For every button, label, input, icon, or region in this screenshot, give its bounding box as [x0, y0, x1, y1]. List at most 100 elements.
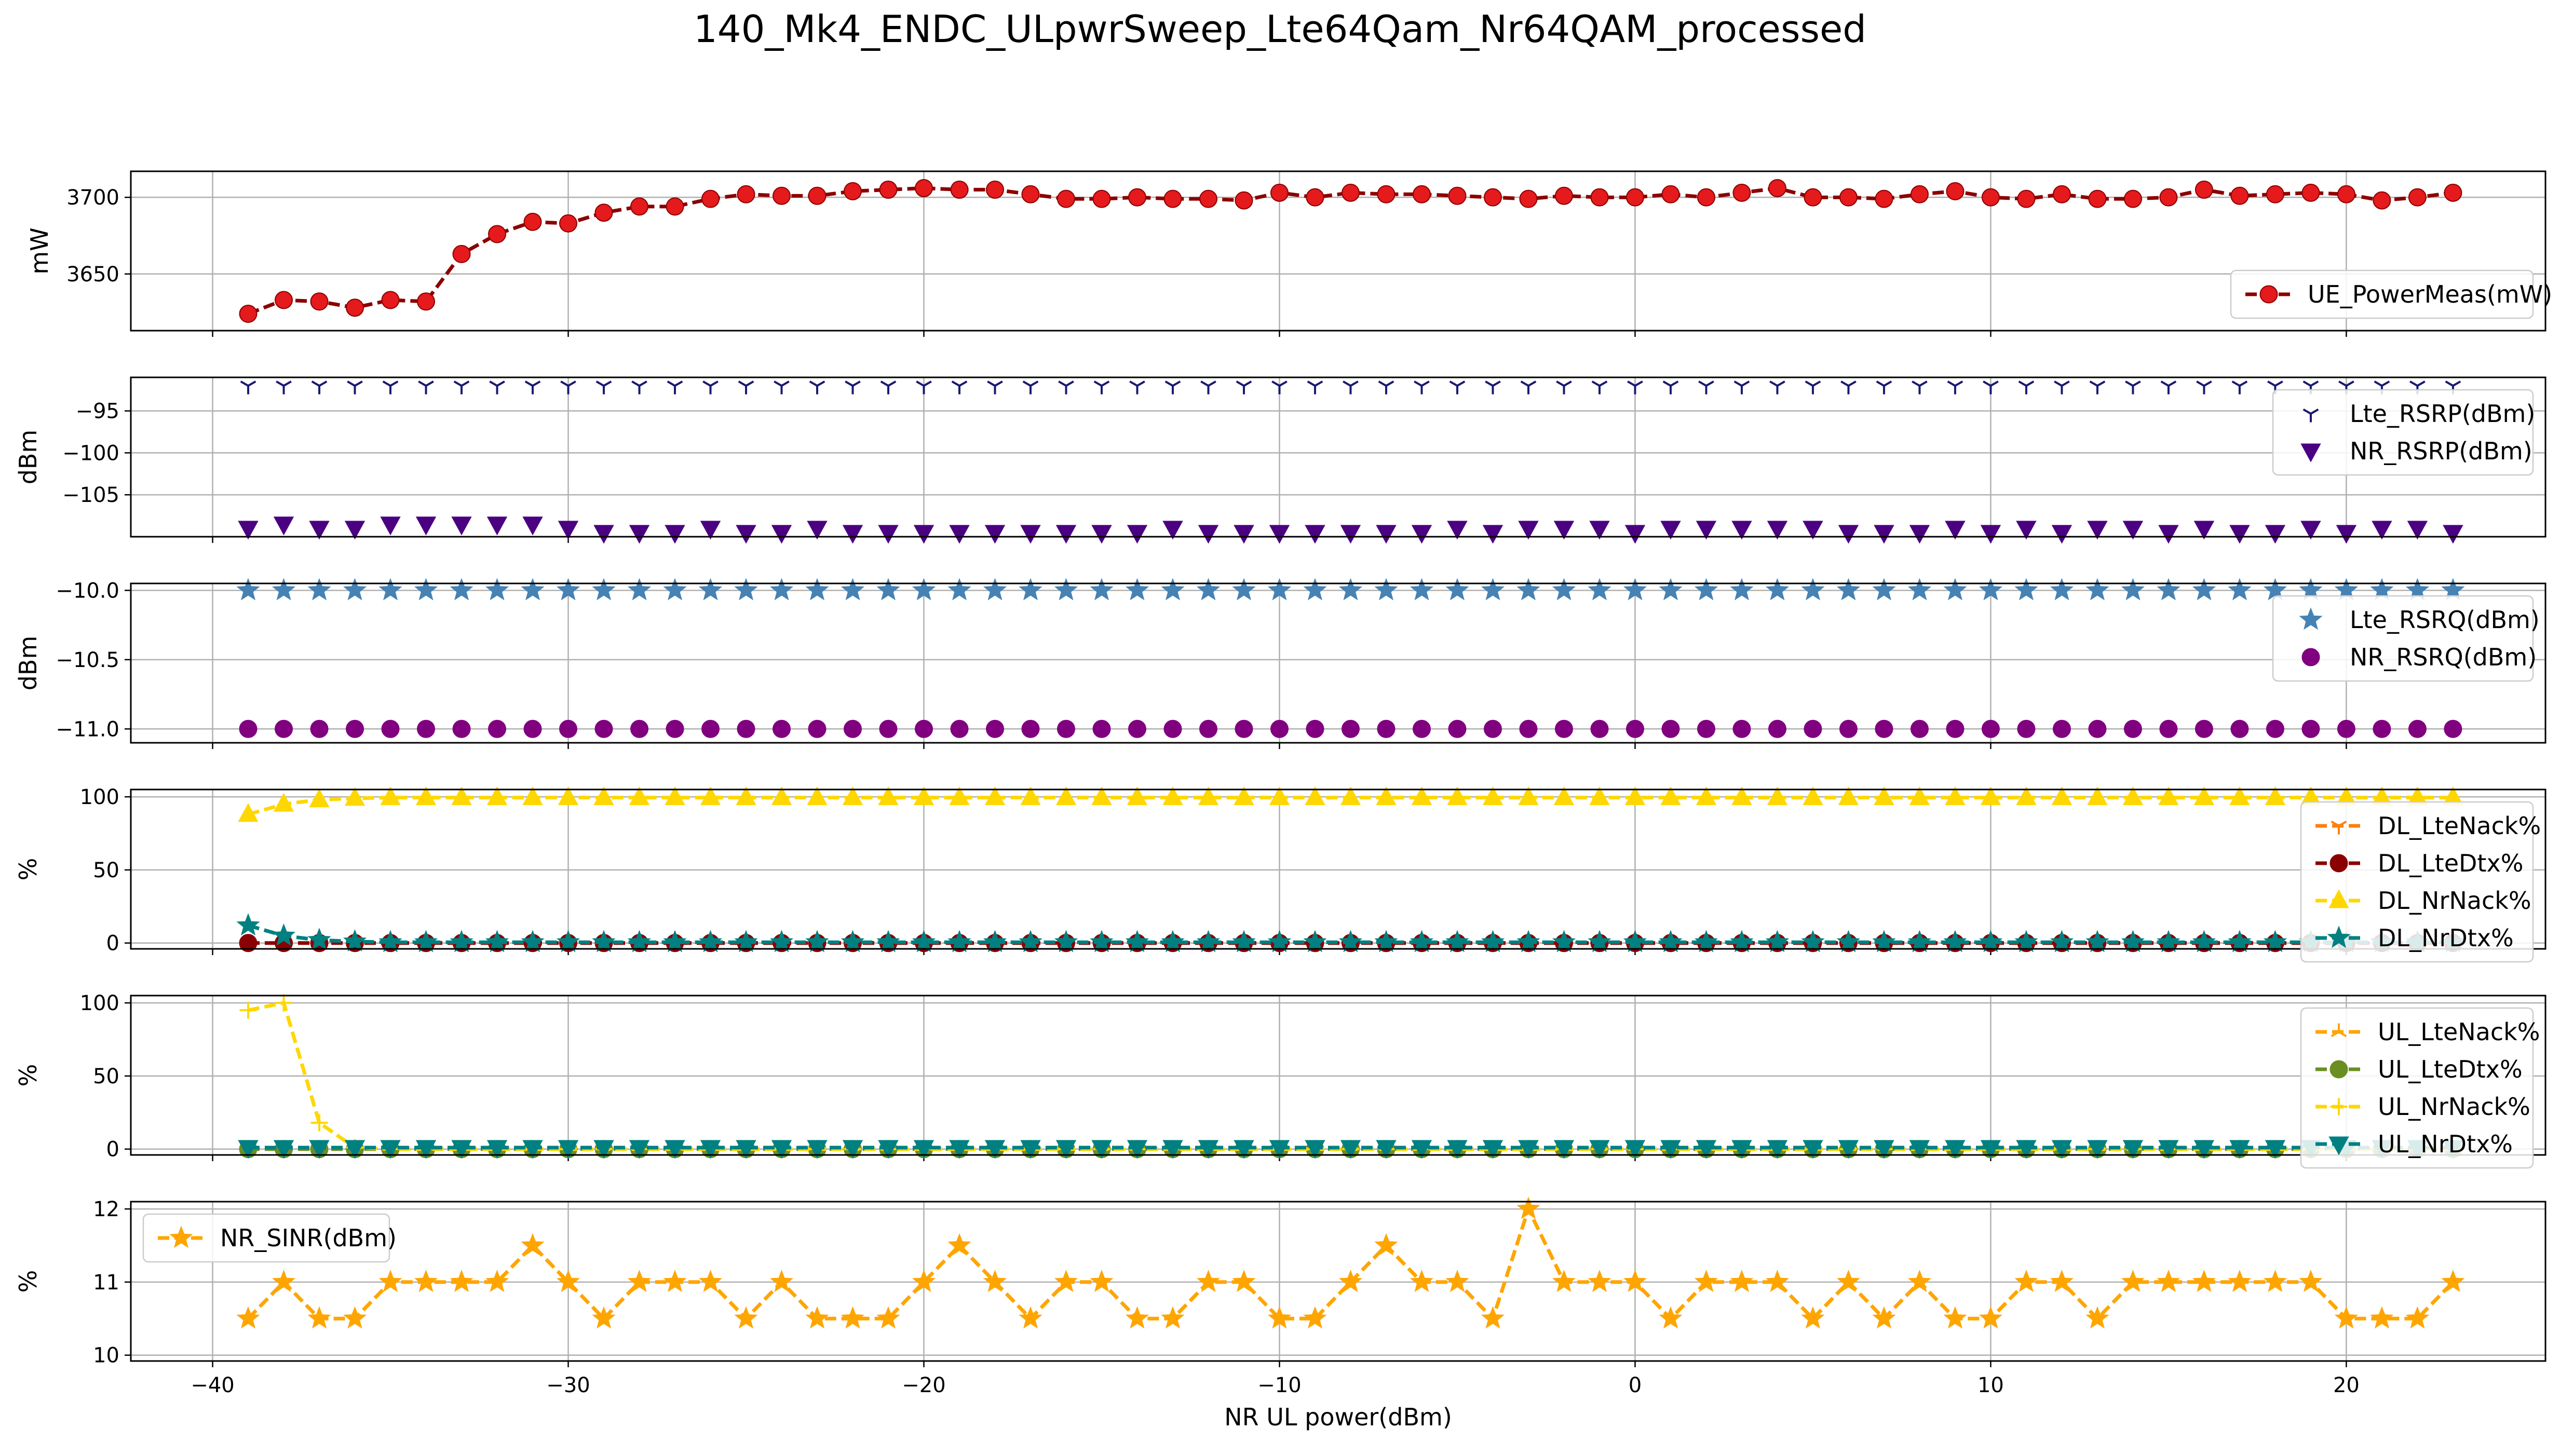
data-point	[2158, 786, 2179, 805]
legend-marker	[169, 1226, 193, 1248]
data-point	[878, 786, 899, 805]
data-point	[1694, 578, 1718, 601]
data-point	[809, 380, 825, 394]
data-point	[2408, 188, 2427, 207]
data-point	[522, 516, 543, 536]
data-point	[1445, 930, 1469, 952]
data-point	[2337, 719, 2355, 738]
legend-box	[2230, 269, 2534, 319]
data-point	[2263, 578, 2287, 601]
data-point	[275, 994, 293, 1012]
data-point	[2157, 578, 2180, 601]
data-point	[1518, 521, 1539, 540]
data-point	[272, 923, 296, 946]
data-point	[1341, 183, 1360, 202]
data-point	[1378, 380, 1394, 394]
data-point	[1659, 1306, 1683, 1329]
data-point	[1481, 930, 1505, 952]
data-point	[1125, 578, 1149, 601]
data-point	[2122, 786, 2144, 805]
data-point	[380, 1140, 401, 1159]
data-point	[486, 786, 508, 805]
data-point	[666, 719, 684, 738]
data-point	[663, 578, 687, 601]
data-point	[629, 525, 650, 544]
legend-label: DL_NrNack%	[2378, 887, 2531, 915]
legend-label: UL_LteDtx%	[2378, 1055, 2523, 1083]
data-point	[1091, 1140, 1112, 1159]
data-point	[1091, 525, 1112, 544]
data-point	[1980, 786, 2001, 805]
data-point	[700, 521, 721, 540]
data-point	[1519, 189, 1538, 208]
legend-box	[2300, 1007, 2534, 1169]
data-point	[663, 1270, 687, 1292]
data-point	[309, 1140, 330, 1159]
data-point	[594, 719, 613, 738]
data-point	[414, 930, 438, 952]
data-point	[2192, 930, 2216, 952]
series-line	[247, 1204, 2455, 1322]
data-point	[1306, 719, 1324, 738]
data-point	[2122, 521, 2144, 540]
data-point	[1270, 183, 1289, 202]
data-point	[2443, 525, 2463, 544]
data-point	[1552, 1270, 1576, 1292]
data-point	[523, 719, 542, 738]
y-tick-label: −95	[76, 400, 119, 424]
data-point	[1163, 719, 1182, 738]
data-point	[627, 930, 652, 952]
data-point	[1340, 525, 1361, 544]
data-point	[1979, 1306, 2003, 1329]
data-point	[844, 182, 862, 200]
data-point	[2050, 930, 2074, 952]
data-point	[879, 719, 898, 738]
data-point	[1411, 786, 1432, 805]
data-point	[983, 1270, 1007, 1292]
data-point	[769, 930, 794, 952]
data-point	[486, 1140, 508, 1159]
data-point	[912, 578, 936, 601]
data-point	[558, 1140, 579, 1159]
data-point	[2050, 578, 2074, 601]
series-DL_NrDtx%	[236, 913, 2465, 952]
legend: UE_PowerMeas(mW)	[2230, 269, 2552, 319]
data-point	[2336, 525, 2357, 544]
data-point	[1235, 719, 1253, 738]
legend-marker	[2327, 926, 2351, 948]
data-point	[2157, 930, 2180, 952]
data-point	[949, 525, 970, 544]
data-point	[417, 292, 436, 311]
data-point	[984, 525, 1006, 544]
data-point	[1374, 578, 1398, 601]
data-point	[2014, 930, 2038, 952]
data-point	[1482, 525, 1504, 544]
data-point	[2228, 578, 2252, 601]
data-point	[1765, 578, 1790, 601]
data-point	[1590, 188, 1609, 207]
data-point	[1838, 786, 1859, 805]
data-point	[1875, 719, 1893, 738]
data-point	[239, 719, 258, 738]
data-point	[1338, 930, 1363, 952]
series-DL_NrNack%	[238, 786, 2463, 822]
data-point	[239, 934, 258, 952]
data-point	[488, 719, 507, 738]
data-point	[238, 803, 259, 822]
data-point	[1552, 578, 1576, 601]
data-point	[1056, 189, 1075, 208]
data-point	[346, 298, 364, 317]
data-point	[1836, 578, 1861, 601]
legend: DL_LteNack% DL_LteDtx% DL_NrNack% DL_NrDtx%	[2300, 801, 2541, 963]
data-point	[1410, 930, 1434, 952]
data-point	[1161, 1306, 1185, 1329]
data-point	[309, 521, 330, 540]
data-point	[1874, 525, 1894, 544]
data-point	[524, 380, 541, 394]
legend-box	[142, 1213, 390, 1263]
legend-marker	[2328, 889, 2349, 908]
data-point	[415, 786, 437, 805]
data-point	[1090, 578, 1114, 601]
data-point	[950, 180, 969, 199]
x-tick-label: −20	[902, 1373, 945, 1397]
